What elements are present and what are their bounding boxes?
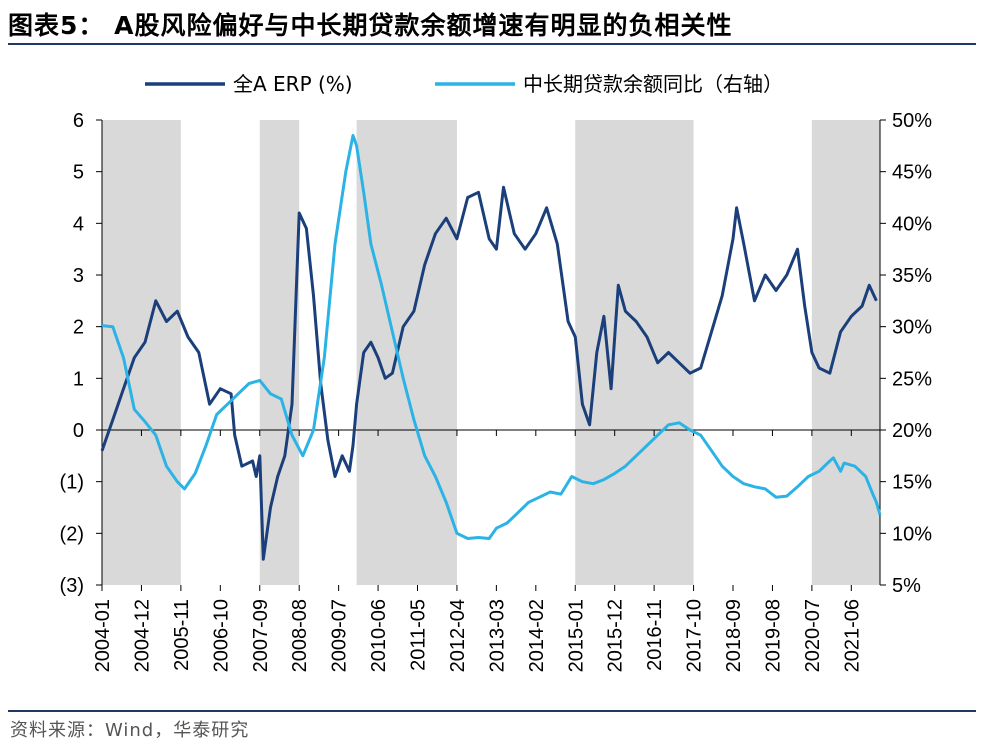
x-axis-tick-label: 2017-10 [684, 599, 706, 672]
right-axis-tick-label: 5% [892, 575, 921, 597]
x-axis-tick-label: 2004-01 [92, 599, 114, 672]
right-axis-tick-label: 35% [892, 265, 932, 287]
x-axis-tick-label: 2009-07 [329, 599, 351, 672]
series-line-erp [100, 185, 878, 561]
x-axis-tick-label: 2007-09 [250, 599, 272, 672]
x-axis-tick-label: 2021-06 [841, 599, 863, 672]
right-axis-tick-label: 45% [892, 162, 932, 184]
left-axis-tick-label: (1) [60, 472, 84, 494]
left-axis-tick-label: 5 [73, 162, 84, 184]
right-axis-tick-label: 10% [892, 523, 932, 545]
x-axis-tick-label: 2004-12 [131, 599, 153, 672]
shaded-period-3 [356, 120, 457, 585]
legend-label-1: 全A ERP (%) [233, 72, 353, 96]
x-axis-tick-label: 2005-11 [171, 599, 193, 671]
legend-label-2: 中长期贷款余额同比（右轴） [523, 72, 783, 96]
x-axis-tick-label: 2010-06 [368, 599, 390, 672]
right-axis-tick-label: 50% [892, 110, 932, 132]
x-axis-tick-label: 2015-12 [605, 599, 627, 672]
series-lines [100, 134, 882, 561]
x-axis-tick-label: 2008-08 [289, 599, 311, 672]
x-axis-tick-label: 2006-10 [210, 599, 232, 672]
x-axis-tick-label: 2013-03 [486, 599, 508, 672]
series-line-loan-growth [101, 134, 882, 540]
left-axis-tick-label: 1 [73, 368, 84, 390]
x-axis-tick-label: 2011-05 [408, 599, 430, 671]
left-axis-tick-label: 0 [73, 420, 84, 442]
x-axis-tick-label: 2016-11 [644, 599, 666, 671]
left-axis-tick-label: 2 [73, 317, 84, 339]
legend: 全A ERP (%) 中长期贷款余额同比（右轴） [145, 72, 783, 96]
right-axis-tick-label: 20% [892, 420, 932, 442]
x-axis-tick-label: 2015-01 [565, 599, 587, 672]
shaded-periods [102, 120, 880, 585]
source-rule [8, 710, 976, 712]
right-axis-tick-label: 40% [892, 213, 932, 235]
right-axis-tick-label: 15% [892, 472, 932, 494]
x-axis-tick-label: 2018-09 [723, 599, 745, 672]
title-rule [8, 43, 976, 45]
axes: 6 5 4 3 2 1 0 (1) (2) (3) 50% 45% 40% 35% 30% 25% 20% 15%… [60, 110, 933, 672]
right-axis-tick-label: 25% [892, 368, 932, 390]
left-axis-tick-label: 6 [73, 110, 84, 132]
left-axis-tick-label: 3 [73, 265, 84, 287]
shaded-period-1 [102, 120, 181, 585]
left-axis-tick-label: (2) [60, 523, 84, 545]
right-axis-tick-label: 30% [892, 317, 932, 339]
x-axis-tick-label: 2019-08 [762, 599, 784, 672]
left-axis-tick-label: 4 [73, 213, 84, 235]
shaded-period-5 [811, 120, 880, 585]
x-axis-tick-label: 2020-07 [802, 599, 824, 672]
figure-title: 图表5： A股风险偏好与中长期贷款余额增速有明显的负相关性 [8, 11, 733, 40]
shaded-period-4 [575, 120, 694, 585]
left-axis-tick-label: (3) [60, 575, 84, 597]
x-axis-tick-label: 2012-04 [447, 599, 469, 672]
x-axis-tick-label: 2014-02 [526, 599, 548, 672]
source-note: 资料来源：Wind，华泰研究 [10, 720, 250, 741]
